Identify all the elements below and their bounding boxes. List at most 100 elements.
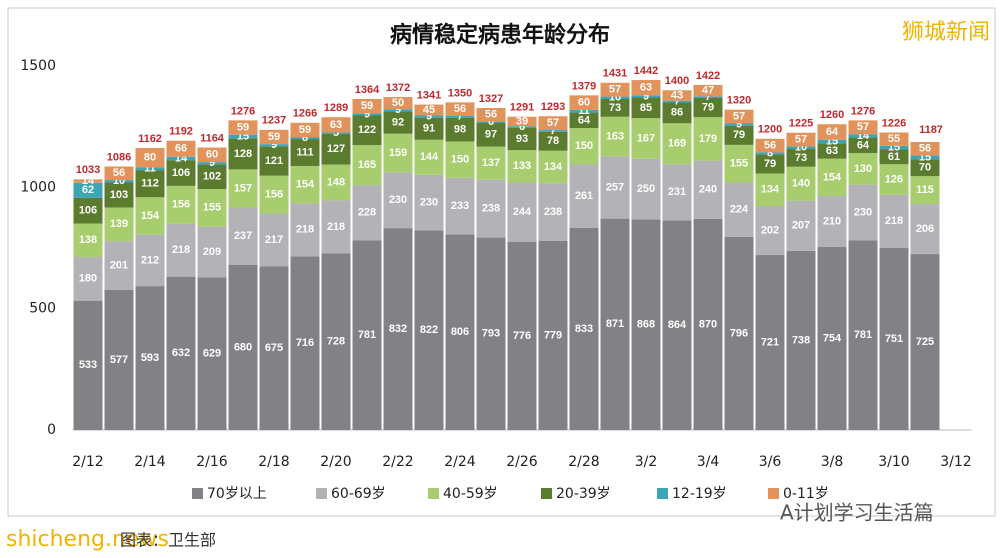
bar-segment bbox=[135, 148, 165, 168]
bar-segment bbox=[569, 227, 599, 430]
x-tick-label: 2/24 bbox=[444, 454, 476, 470]
bar-segment bbox=[600, 116, 630, 157]
bar-segment bbox=[693, 160, 723, 219]
bar-segment bbox=[569, 112, 599, 129]
bar-segment bbox=[755, 255, 785, 430]
segment-label: 218 bbox=[885, 215, 903, 227]
bar-segment bbox=[538, 183, 568, 241]
segment-label: 133 bbox=[513, 160, 531, 172]
total-label: 1192 bbox=[169, 126, 193, 138]
bar-segment bbox=[879, 164, 909, 195]
segment-label: 154 bbox=[296, 179, 315, 191]
bar-segment bbox=[755, 173, 785, 207]
bar-segment bbox=[104, 241, 134, 290]
bar-segment bbox=[817, 196, 847, 248]
segment-label: 39 bbox=[516, 115, 528, 127]
segment-label: 8 bbox=[767, 147, 773, 159]
bar-segment bbox=[259, 266, 289, 430]
bar-segment bbox=[755, 152, 785, 155]
bar-segment bbox=[662, 220, 692, 430]
segment-label: 159 bbox=[389, 147, 407, 159]
segment-label: 832 bbox=[389, 323, 407, 335]
bar-segment bbox=[476, 121, 506, 124]
segment-label: 156 bbox=[172, 199, 190, 211]
segment-label: 86 bbox=[671, 107, 683, 119]
bar-segment bbox=[321, 253, 351, 430]
total-label: 1164 bbox=[200, 132, 225, 144]
bar-segment bbox=[259, 146, 289, 176]
legend-swatch bbox=[657, 488, 668, 499]
segment-label: 47 bbox=[702, 85, 714, 97]
bar-segment bbox=[910, 155, 940, 160]
segment-label: 57 bbox=[733, 111, 745, 123]
bar-segment bbox=[228, 264, 258, 430]
segment-label: 56 bbox=[485, 109, 497, 121]
segment-label: 751 bbox=[885, 333, 903, 345]
legend-label: 60-69岁 bbox=[331, 486, 386, 502]
bar-segment bbox=[352, 240, 382, 430]
bar-segment bbox=[290, 165, 320, 204]
bar-segment bbox=[910, 159, 940, 177]
bar-segment bbox=[910, 176, 940, 205]
bar-segment bbox=[631, 158, 661, 220]
bar-segment bbox=[73, 182, 103, 198]
segment-label: 57 bbox=[609, 84, 621, 96]
bar-segment bbox=[507, 116, 537, 127]
y-tick-label: 1500 bbox=[20, 58, 56, 74]
segment-label: 721 bbox=[761, 336, 779, 348]
bar-segment bbox=[290, 256, 320, 430]
segment-label: 593 bbox=[141, 352, 159, 364]
segment-label: 59 bbox=[268, 131, 280, 143]
segment-label: 224 bbox=[730, 204, 749, 216]
bar-segment bbox=[848, 240, 878, 430]
total-label: 1327 bbox=[479, 93, 503, 105]
bar-segment bbox=[166, 185, 196, 224]
segment-label: 138 bbox=[79, 234, 97, 246]
segment-label: 218 bbox=[327, 221, 345, 233]
bar-segment bbox=[197, 277, 227, 430]
segment-label: 70 bbox=[919, 162, 931, 174]
bar-segment bbox=[445, 141, 475, 178]
bar-segment bbox=[600, 82, 630, 97]
segment-label: 9 bbox=[426, 111, 432, 123]
total-label: 1320 bbox=[727, 95, 751, 107]
bar-segment bbox=[383, 133, 413, 173]
bar-segment bbox=[817, 124, 847, 140]
bar-segment bbox=[73, 179, 103, 183]
bar-segment bbox=[73, 197, 103, 224]
bar-segment bbox=[755, 206, 785, 256]
bar-segment bbox=[724, 236, 754, 430]
segment-label: 73 bbox=[609, 102, 621, 114]
bar-segment bbox=[166, 160, 196, 186]
segment-label: 63 bbox=[640, 82, 652, 94]
bar-segment bbox=[538, 131, 568, 151]
segment-label: 154 bbox=[141, 210, 160, 222]
segment-label: 179 bbox=[699, 133, 717, 145]
segment-label: 79 bbox=[733, 129, 745, 141]
segment-label: 91 bbox=[423, 123, 435, 135]
segment-label: 9 bbox=[364, 108, 370, 120]
segment-label: 8 bbox=[302, 132, 308, 144]
segment-label: 238 bbox=[482, 203, 500, 215]
legend-label: 12-19岁 bbox=[672, 486, 727, 502]
segment-label: 57 bbox=[795, 134, 807, 146]
segment-label: 93 bbox=[516, 133, 528, 145]
bar-segment bbox=[631, 95, 661, 98]
bar-segment bbox=[166, 140, 196, 157]
segment-label: 202 bbox=[761, 224, 779, 236]
x-tick-label: 3/10 bbox=[878, 454, 909, 470]
segment-label: 728 bbox=[327, 336, 345, 348]
bar-segment bbox=[290, 137, 320, 140]
bar-segment bbox=[352, 185, 382, 241]
x-tick-label: 2/16 bbox=[196, 454, 228, 470]
bar-segment bbox=[135, 197, 165, 235]
bar-segment bbox=[693, 218, 723, 430]
bar-segment bbox=[569, 164, 599, 228]
segment-label: 97 bbox=[485, 129, 497, 141]
bar-segment bbox=[197, 162, 227, 165]
segment-label: 6 bbox=[488, 116, 494, 128]
segment-label: 244 bbox=[513, 206, 532, 218]
bar-segment bbox=[879, 247, 909, 430]
bar-segment bbox=[321, 117, 351, 133]
bar-segment bbox=[879, 132, 909, 146]
